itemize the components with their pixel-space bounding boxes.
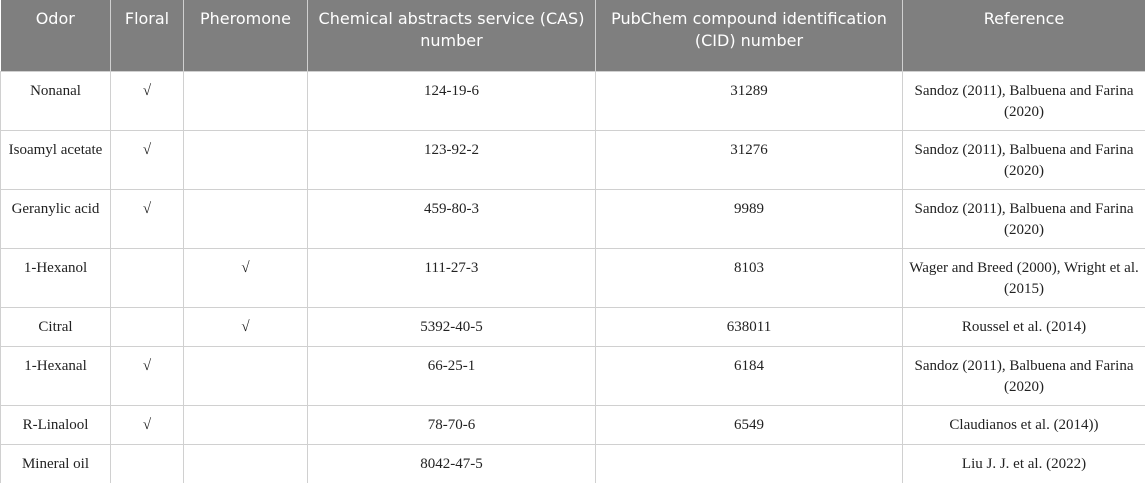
table-cell: Sandoz (2011), Balbuena and Farina (2020… xyxy=(902,188,1145,249)
table-cell: 31276 xyxy=(595,129,903,190)
table-row: 1-Hexanol √ 111-27-3 8103 Wager and Breed (2… xyxy=(0,247,1145,308)
table-cell: 1-Hexanol xyxy=(0,247,111,308)
table-cell: √ xyxy=(110,404,184,445)
table-cell: 638011 xyxy=(595,306,903,347)
header-cell: Pheromone xyxy=(183,0,308,71)
table-cell: √ xyxy=(110,188,184,249)
table-cell: 124-19-6 xyxy=(307,70,596,131)
header-cell: Floral xyxy=(110,0,184,71)
table-row: Nonanal √ 124-19-6 31289 Sandoz (2011), Balb… xyxy=(0,70,1145,131)
table-cell: Isoamyl acetate xyxy=(0,129,111,190)
table-cell: 6549 xyxy=(595,404,903,445)
table-cell xyxy=(110,443,184,483)
table-cell: Nonanal xyxy=(0,70,111,131)
table-cell: Wager and Breed (2000), Wright et al. (2… xyxy=(902,247,1145,308)
table-cell: √ xyxy=(110,345,184,406)
table-cell: 8042-47-5 xyxy=(307,443,596,483)
table-cell: 78-70-6 xyxy=(307,404,596,445)
table-cell: 1-Hexanal xyxy=(0,345,111,406)
table-cell: 459-80-3 xyxy=(307,188,596,249)
table-cell: 8103 xyxy=(595,247,903,308)
table-cell: Sandoz (2011), Balbuena and Farina (2020… xyxy=(902,345,1145,406)
table-cell: √ xyxy=(183,247,308,308)
table-cell: Roussel et al. (2014) xyxy=(902,306,1145,347)
table-cell xyxy=(110,306,184,347)
table-row: R-Linalool √ 78-70-6 6549 Claudianos et al. … xyxy=(0,404,1145,445)
table-cell xyxy=(183,70,308,131)
table-row: Mineral oil 8042-47-5 Liu J. J. et al. (20… xyxy=(0,443,1145,483)
header-cell: Odor xyxy=(0,0,111,71)
table-cell xyxy=(595,443,903,483)
table-cell: Liu J. J. et al. (2022) xyxy=(902,443,1145,483)
header-cell: Reference xyxy=(902,0,1145,71)
table-cell: 123-92-2 xyxy=(307,129,596,190)
header-row: Odor Floral Pheromone Chemical abstracts se… xyxy=(0,0,1145,71)
table-cell: Geranylic acid xyxy=(0,188,111,249)
table-cell: Claudianos et al. (2014)) xyxy=(902,404,1145,445)
table-row: Geranylic acid √ 459-80-3 9989 Sandoz (2011)… xyxy=(0,188,1145,249)
table-cell xyxy=(183,129,308,190)
table-cell xyxy=(183,404,308,445)
table-cell: 111-27-3 xyxy=(307,247,596,308)
table-cell: 6184 xyxy=(595,345,903,406)
table-cell xyxy=(110,247,184,308)
table-cell: 66-25-1 xyxy=(307,345,596,406)
table-cell: 9989 xyxy=(595,188,903,249)
header-cell: Chemical abstracts service (CAS) number xyxy=(307,0,596,71)
table-cell: Sandoz (2011), Balbuena and Farina (2020… xyxy=(902,70,1145,131)
table-cell: R-Linalool xyxy=(0,404,111,445)
table-cell: √ xyxy=(110,129,184,190)
table-cell: √ xyxy=(183,306,308,347)
table-cell: 31289 xyxy=(595,70,903,131)
table-cell: Mineral oil xyxy=(0,443,111,483)
table-cell: Sandoz (2011), Balbuena and Farina (2020… xyxy=(902,129,1145,190)
table-row: 1-Hexanal √ 66-25-1 6184 Sandoz (2011), Balb… xyxy=(0,345,1145,406)
table-cell: 5392-40-5 xyxy=(307,306,596,347)
table-cell xyxy=(183,188,308,249)
table-cell xyxy=(183,345,308,406)
table-row: Citral √ 5392-40-5 638011 Roussel et al. (20… xyxy=(0,306,1145,347)
table-row: Isoamyl acetate √ 123-92-2 31276 Sandoz (201… xyxy=(0,129,1145,190)
table-cell: Citral xyxy=(0,306,111,347)
table-cell xyxy=(183,443,308,483)
table-body: Nonanal √ 124-19-6 31289 Sandoz (2011), Balb… xyxy=(0,70,1145,483)
table-cell: √ xyxy=(110,70,184,131)
header-cell: PubChem compound identification (CID) nu… xyxy=(595,0,903,71)
